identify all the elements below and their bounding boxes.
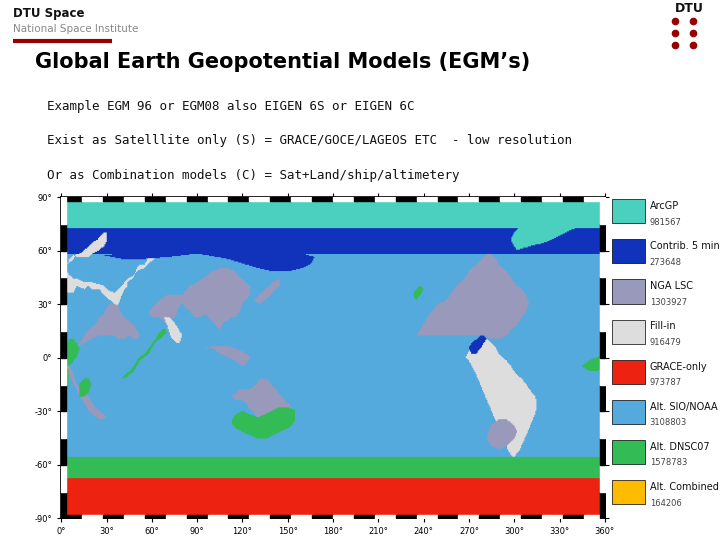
Text: GRACE-only: GRACE-only bbox=[649, 362, 707, 372]
Text: National Space Institute: National Space Institute bbox=[13, 24, 138, 34]
FancyBboxPatch shape bbox=[611, 320, 646, 343]
Text: Fill-in: Fill-in bbox=[649, 321, 675, 332]
Text: DTU: DTU bbox=[675, 2, 704, 15]
Text: 1303927: 1303927 bbox=[649, 298, 687, 307]
Text: Exist as Satelllite only (S) = GRACE/GOCE/LAGEOS ETC  - low resolution: Exist as Satelllite only (S) = GRACE/GOC… bbox=[47, 134, 572, 147]
Text: Global Earth Geopotential Models (EGM’s): Global Earth Geopotential Models (EGM’s) bbox=[35, 52, 530, 72]
Text: 164206: 164206 bbox=[649, 498, 681, 508]
FancyBboxPatch shape bbox=[611, 279, 646, 303]
Text: 981567: 981567 bbox=[649, 218, 682, 226]
FancyBboxPatch shape bbox=[611, 360, 646, 384]
Text: 916479: 916479 bbox=[649, 338, 681, 347]
FancyBboxPatch shape bbox=[611, 199, 646, 223]
Text: ArcGP: ArcGP bbox=[649, 201, 679, 211]
Text: 1578783: 1578783 bbox=[649, 458, 687, 468]
Text: 973787: 973787 bbox=[649, 378, 682, 387]
Text: NGA LSC: NGA LSC bbox=[649, 281, 693, 291]
FancyBboxPatch shape bbox=[611, 400, 646, 424]
Text: Or as Combination models (C) = Sat+Land/ship/altimetery: Or as Combination models (C) = Sat+Land/… bbox=[47, 169, 459, 182]
FancyBboxPatch shape bbox=[611, 480, 646, 504]
Text: DTU Space: DTU Space bbox=[13, 7, 84, 20]
Text: Alt. DNSC07: Alt. DNSC07 bbox=[649, 442, 709, 452]
Text: Alt. Combined: Alt. Combined bbox=[649, 482, 719, 492]
Text: Contrib. 5 min: Contrib. 5 min bbox=[649, 241, 719, 251]
Text: 3108803: 3108803 bbox=[649, 418, 687, 427]
Text: Alt. SIO/NOAA: Alt. SIO/NOAA bbox=[649, 402, 717, 411]
FancyBboxPatch shape bbox=[611, 239, 646, 264]
Text: 273648: 273648 bbox=[649, 258, 682, 267]
FancyBboxPatch shape bbox=[611, 440, 646, 464]
Text: Example EGM 96 or EGM08 also EIGEN 6S or EIGEN 6C: Example EGM 96 or EGM08 also EIGEN 6S or… bbox=[47, 99, 414, 113]
